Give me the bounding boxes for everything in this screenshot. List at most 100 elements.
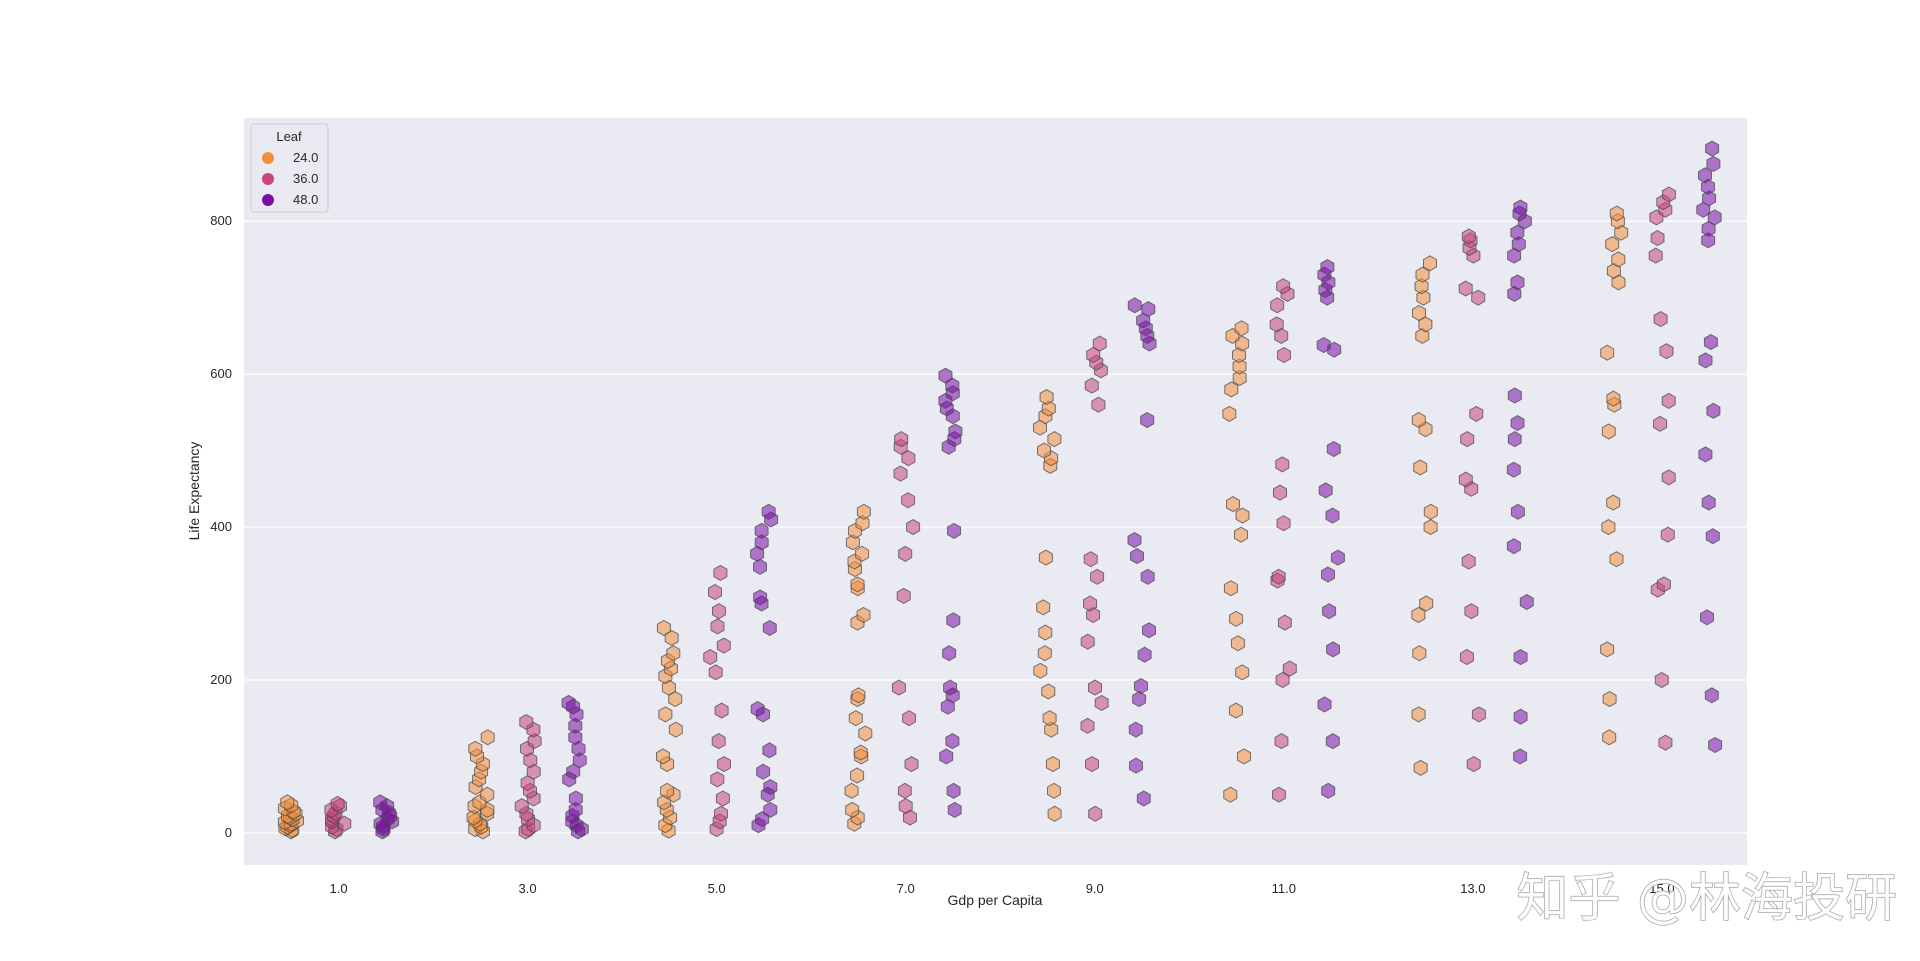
data-point <box>1506 461 1521 478</box>
data-point <box>1662 186 1676 203</box>
data-point <box>1322 603 1337 620</box>
data-point <box>1325 507 1340 524</box>
data-point <box>1413 759 1428 776</box>
data-point <box>1037 442 1051 459</box>
data-point <box>1701 494 1716 511</box>
data-point <box>756 763 771 780</box>
data-point <box>1273 484 1287 501</box>
y-tick-labels: 0 200 400 600 800 <box>210 213 232 840</box>
data-point <box>1471 706 1486 723</box>
data-point <box>1047 431 1062 448</box>
data-point <box>1510 415 1525 432</box>
data-point <box>1654 671 1669 689</box>
data-point <box>1330 549 1345 566</box>
data-point <box>1708 736 1723 754</box>
data-point <box>714 805 728 822</box>
data-point <box>1510 274 1525 291</box>
data-point <box>1080 633 1095 650</box>
data-point <box>1223 786 1238 803</box>
legend-label: 48.0 <box>293 192 318 207</box>
data-point <box>1047 782 1061 799</box>
data-point <box>1600 641 1615 658</box>
data-point <box>1137 646 1152 663</box>
data-point <box>1658 734 1673 751</box>
data-point <box>1270 297 1285 314</box>
legend-marker <box>262 194 274 206</box>
data-point <box>708 583 722 601</box>
data-point <box>1606 262 1621 279</box>
data-point <box>1611 274 1626 291</box>
data-point <box>1047 805 1062 822</box>
data-point <box>1128 721 1143 738</box>
data-point <box>1234 526 1248 543</box>
data-point <box>480 729 495 746</box>
data-point <box>1229 610 1244 627</box>
data-point <box>848 710 863 727</box>
y-tick-label: 400 <box>210 519 232 534</box>
data-point <box>703 648 718 666</box>
data-point <box>572 752 587 769</box>
data-point <box>1510 503 1525 520</box>
data-point <box>947 801 962 818</box>
data-point <box>1130 548 1144 565</box>
data-point <box>1232 369 1247 387</box>
data-point <box>1661 469 1676 486</box>
data-point <box>1127 297 1142 314</box>
data-point <box>330 795 345 812</box>
data-point <box>1045 756 1060 773</box>
data-point <box>1661 392 1676 409</box>
data-point <box>1609 205 1624 222</box>
legend-label: 36.0 <box>293 171 318 186</box>
data-point <box>668 721 683 738</box>
legend-marker <box>262 173 274 185</box>
data-point <box>1094 694 1109 711</box>
data-point <box>904 756 919 773</box>
data-point <box>753 558 767 575</box>
data-point <box>1419 595 1434 612</box>
data-point <box>1321 566 1335 583</box>
data-point <box>1411 706 1426 723</box>
data-point <box>714 702 729 719</box>
data-point <box>1706 155 1721 172</box>
data-point <box>855 545 870 562</box>
data-point <box>939 748 954 765</box>
data-point <box>750 545 765 562</box>
data-point <box>1326 441 1341 458</box>
data-point <box>1416 289 1431 306</box>
data-point <box>850 576 865 593</box>
data-point <box>1132 691 1147 708</box>
data-points <box>277 140 1723 840</box>
data-point <box>1706 402 1721 419</box>
data-point <box>1136 790 1151 807</box>
data-point <box>1698 446 1713 463</box>
data-point <box>1272 786 1286 803</box>
data-point <box>1037 645 1052 662</box>
data-point <box>713 564 728 581</box>
data-point <box>761 503 776 520</box>
data-point <box>897 782 912 799</box>
data-point <box>1507 247 1522 264</box>
data-point <box>1232 358 1247 375</box>
data-point <box>896 587 911 604</box>
data-point <box>1223 580 1238 597</box>
data-point <box>1660 526 1675 543</box>
data-point <box>762 619 777 637</box>
data-point <box>1091 396 1106 413</box>
data-point <box>712 603 726 620</box>
data-point <box>1237 748 1251 765</box>
data-point <box>373 794 388 811</box>
data-point <box>708 664 723 681</box>
data-point <box>1274 733 1289 750</box>
data-point <box>762 742 777 759</box>
data-point <box>891 679 906 696</box>
data-point <box>568 790 583 807</box>
data-point <box>856 503 871 520</box>
x-tick-labels: 1.0 3.0 5.0 7.0 9.0 11.0 13.0 15.0 <box>329 881 1674 896</box>
data-point <box>1423 255 1437 272</box>
data-point <box>658 706 673 723</box>
x-axis-label: Gdp per Capita <box>948 892 1043 908</box>
data-point <box>1513 199 1528 216</box>
data-point <box>1041 400 1056 417</box>
x-tick-label: 1.0 <box>329 881 347 896</box>
data-point <box>1033 419 1047 436</box>
